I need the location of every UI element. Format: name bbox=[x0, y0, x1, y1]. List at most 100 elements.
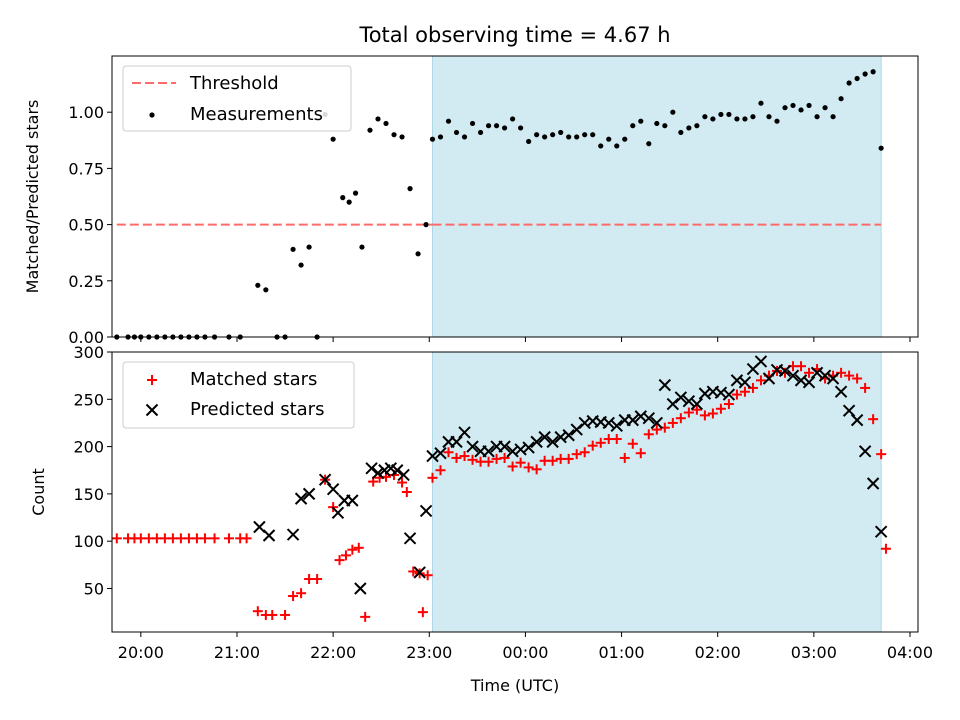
measurement-point bbox=[423, 222, 429, 228]
matched-point bbox=[223, 533, 234, 544]
predicted-point bbox=[450, 435, 463, 449]
measurement-point bbox=[806, 102, 812, 109]
x-marker-b bbox=[786, 369, 800, 382]
matched-point bbox=[707, 408, 718, 419]
x-marker-b bbox=[722, 388, 736, 401]
chart-title: Total observing time = 4.67 h bbox=[358, 23, 670, 47]
matched-point bbox=[111, 533, 122, 544]
measurement-point bbox=[263, 287, 269, 293]
measurement-point bbox=[822, 105, 828, 111]
x-tick-label: 20:00 bbox=[118, 643, 164, 662]
measurement-point bbox=[383, 120, 389, 127]
bottom-y-axis-label: Count bbox=[29, 468, 48, 516]
measurement-point bbox=[330, 136, 336, 142]
matched-point bbox=[241, 533, 252, 544]
matched-point bbox=[312, 574, 323, 585]
matched-point bbox=[397, 477, 408, 488]
predicted-point bbox=[331, 506, 345, 520]
measurement-point bbox=[638, 118, 644, 124]
x-axis-label: Time (UTC) bbox=[470, 676, 559, 695]
matched-point bbox=[296, 588, 307, 599]
measurement-point bbox=[622, 136, 628, 142]
predicted-point bbox=[434, 447, 447, 460]
measurement-point bbox=[758, 100, 764, 106]
measurement-point bbox=[814, 114, 820, 120]
predicted-point bbox=[302, 487, 316, 501]
matched-point bbox=[199, 533, 210, 544]
x-marker-b bbox=[682, 394, 696, 408]
predicted-point bbox=[530, 435, 543, 449]
x-tick-label: 02:00 bbox=[695, 643, 741, 662]
x-marker-b bbox=[522, 441, 535, 454]
predicted-point bbox=[426, 449, 439, 463]
x-marker-b bbox=[145, 403, 159, 417]
x-marker-b bbox=[346, 494, 359, 507]
matched-point bbox=[611, 434, 622, 445]
legend-measurement-swatch bbox=[149, 112, 155, 118]
x-marker-b bbox=[858, 445, 872, 458]
matched-point bbox=[340, 550, 351, 561]
measurement-point bbox=[346, 199, 352, 205]
y-tick-label: 200 bbox=[73, 438, 104, 457]
x-tick-label: 01:00 bbox=[599, 643, 645, 662]
x-marker-b bbox=[778, 364, 792, 378]
predicted-point bbox=[522, 441, 535, 454]
measurement-point bbox=[566, 134, 572, 140]
predicted-point bbox=[690, 397, 704, 411]
measurement-point bbox=[614, 143, 620, 149]
predicted-point bbox=[466, 440, 479, 453]
measurement-point bbox=[306, 244, 312, 250]
predicted-point bbox=[262, 529, 276, 542]
x-tick-label: 21:00 bbox=[214, 643, 260, 662]
x-marker-b bbox=[434, 447, 447, 460]
y-tick-label: 150 bbox=[73, 485, 104, 504]
matched-point bbox=[507, 461, 518, 472]
legend-matched-swatch bbox=[147, 375, 157, 385]
measurement-point bbox=[542, 134, 548, 140]
matched-point bbox=[796, 361, 807, 372]
x-marker-b bbox=[802, 376, 816, 389]
matched-point bbox=[427, 472, 438, 483]
predicted-point bbox=[818, 369, 832, 382]
x-tick-label: 23:00 bbox=[406, 643, 452, 662]
measurement-point bbox=[734, 116, 740, 122]
x-marker-b bbox=[850, 413, 864, 427]
matched-point bbox=[780, 367, 791, 378]
measurement-point bbox=[782, 105, 788, 111]
predicted-point bbox=[842, 404, 856, 417]
matched-point bbox=[699, 410, 710, 421]
measurement-point bbox=[340, 195, 346, 201]
x-marker-b bbox=[690, 397, 704, 411]
measurement-point bbox=[702, 114, 708, 120]
matched-point bbox=[288, 591, 299, 602]
matched-point bbox=[252, 606, 263, 617]
predicted-point bbox=[318, 473, 332, 486]
matched-point bbox=[880, 543, 891, 554]
observing-window-band bbox=[431, 351, 882, 633]
predicted-point bbox=[498, 440, 511, 453]
measurement-point bbox=[878, 145, 884, 151]
matched-point bbox=[643, 429, 654, 440]
x-tick-label: 03:00 bbox=[791, 643, 837, 662]
x-marker-b bbox=[578, 416, 591, 430]
predicted-point bbox=[562, 429, 575, 442]
measurement-point bbox=[766, 114, 772, 120]
measurement-point bbox=[718, 111, 724, 118]
x-marker-b bbox=[482, 445, 495, 458]
predicted-point bbox=[610, 419, 623, 432]
predicted-point bbox=[397, 468, 410, 482]
x-marker-b bbox=[354, 582, 367, 595]
measurement-point bbox=[429, 136, 436, 142]
x-marker-b bbox=[253, 520, 266, 534]
predicted-point bbox=[874, 525, 888, 538]
bottom-panel: 50 100 150 200 250 300 20:00 21:00 22:00 23:00 00… bbox=[29, 343, 933, 695]
measurement-point bbox=[501, 125, 508, 131]
x-marker-b bbox=[530, 435, 543, 449]
x-marker-b bbox=[874, 525, 888, 538]
measurement-point bbox=[359, 244, 365, 250]
predicted-point bbox=[626, 413, 639, 427]
predicted-point bbox=[674, 391, 688, 404]
x-marker-b bbox=[458, 426, 471, 439]
predicted-point bbox=[722, 388, 736, 401]
measurement-point bbox=[415, 251, 421, 257]
